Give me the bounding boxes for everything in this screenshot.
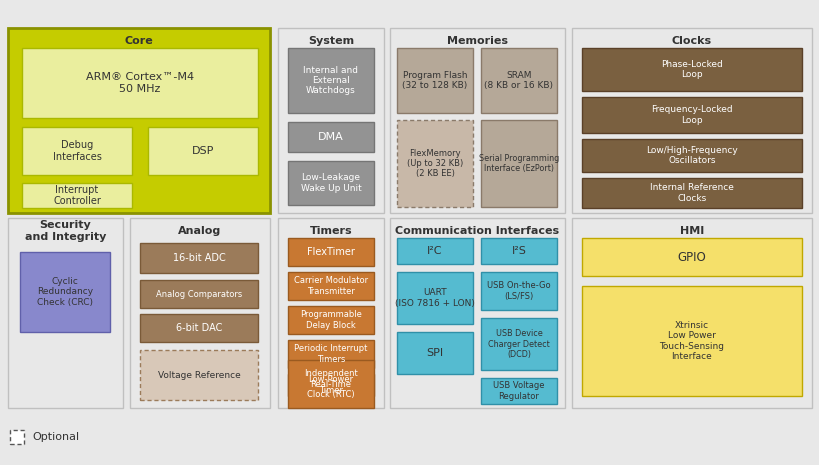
FancyBboxPatch shape [581,178,801,208]
FancyBboxPatch shape [396,48,473,113]
Text: System: System [308,36,354,46]
FancyBboxPatch shape [140,280,258,308]
Text: Low-Power
Timer: Low-Power Timer [308,375,353,395]
Text: ARM® Cortex™-M4
50 MHz: ARM® Cortex™-M4 50 MHz [86,72,194,94]
FancyBboxPatch shape [147,127,258,175]
Text: I²C: I²C [427,246,442,256]
Text: Analog Comparators: Analog Comparators [156,290,242,299]
Text: USB Voltage
Regulator: USB Voltage Regulator [493,381,544,401]
Text: Internal Reference
Clocks: Internal Reference Clocks [649,183,733,203]
FancyBboxPatch shape [390,218,564,408]
FancyBboxPatch shape [481,318,556,370]
Text: DMA: DMA [318,132,343,142]
FancyBboxPatch shape [130,218,269,408]
Text: Periodic Interrupt
Timers: Periodic Interrupt Timers [294,344,367,364]
FancyBboxPatch shape [572,28,811,213]
Text: 6-bit DAC: 6-bit DAC [175,323,222,333]
FancyBboxPatch shape [10,430,24,444]
Text: Communication Interfaces: Communication Interfaces [395,226,559,236]
Text: Frequency-Locked
Loop: Frequency-Locked Loop [650,105,732,125]
FancyBboxPatch shape [396,272,473,324]
FancyBboxPatch shape [396,332,473,374]
Text: Interrupt
Controller: Interrupt Controller [53,185,101,206]
Text: Phase-Locked
Loop: Phase-Locked Loop [660,60,722,79]
Text: Clocks: Clocks [671,36,711,46]
FancyBboxPatch shape [572,218,811,408]
FancyBboxPatch shape [278,218,383,408]
FancyBboxPatch shape [581,286,801,396]
Text: SPI: SPI [426,348,443,358]
FancyBboxPatch shape [287,374,373,396]
Text: USB On-the-Go
(LS/FS): USB On-the-Go (LS/FS) [486,281,550,301]
FancyBboxPatch shape [481,238,556,264]
FancyBboxPatch shape [287,340,373,368]
Text: HMI: HMI [679,226,704,236]
FancyBboxPatch shape [140,314,258,342]
FancyBboxPatch shape [287,48,373,113]
FancyBboxPatch shape [8,28,269,213]
Text: Low/High-Frequency
Oscillators: Low/High-Frequency Oscillators [645,146,737,165]
FancyBboxPatch shape [581,139,801,172]
Text: Serial Programming
Interface (EzPort): Serial Programming Interface (EzPort) [478,154,559,173]
Text: FlexTimer: FlexTimer [306,247,355,257]
FancyBboxPatch shape [287,161,373,205]
FancyBboxPatch shape [20,252,110,332]
FancyBboxPatch shape [481,120,556,207]
FancyBboxPatch shape [22,127,132,175]
Text: SRAM
(8 KB or 16 KB): SRAM (8 KB or 16 KB) [484,71,553,90]
Text: Low-Leakage
Wake Up Unit: Low-Leakage Wake Up Unit [301,173,361,193]
Text: Optional: Optional [32,432,79,442]
FancyBboxPatch shape [396,120,473,207]
Text: 16-bit ADC: 16-bit ADC [173,253,225,263]
FancyBboxPatch shape [287,122,373,152]
FancyBboxPatch shape [581,97,801,133]
FancyBboxPatch shape [481,48,556,113]
FancyBboxPatch shape [287,306,373,334]
FancyBboxPatch shape [278,28,383,213]
FancyBboxPatch shape [8,218,123,408]
Text: Xtrinsic
Low Power
Touch-Sensing
Interface: Xtrinsic Low Power Touch-Sensing Interfa… [658,321,724,361]
Text: Core: Core [124,36,153,46]
FancyBboxPatch shape [140,243,258,273]
FancyBboxPatch shape [140,350,258,400]
Text: UART
(ISO 7816 + LON): UART (ISO 7816 + LON) [395,288,474,308]
Text: Internal and
External
Watchdogs: Internal and External Watchdogs [303,66,358,95]
Text: Timers: Timers [310,226,352,236]
FancyBboxPatch shape [581,48,801,91]
FancyBboxPatch shape [22,183,132,208]
Text: GPIO: GPIO [676,251,705,264]
FancyBboxPatch shape [287,272,373,300]
FancyBboxPatch shape [481,378,556,404]
Text: I²S: I²S [511,246,526,256]
FancyBboxPatch shape [22,48,258,118]
Text: USB Device
Charger Detect
(DCD): USB Device Charger Detect (DCD) [487,329,550,359]
FancyBboxPatch shape [287,238,373,266]
FancyBboxPatch shape [396,238,473,264]
Text: FlexMemory
(Up to 32 KB)
(2 KB EE): FlexMemory (Up to 32 KB) (2 KB EE) [406,149,463,179]
Text: Analog: Analog [179,226,221,236]
FancyBboxPatch shape [287,360,373,408]
Text: Memories: Memories [446,36,508,46]
Text: Programmable
Delay Block: Programmable Delay Block [300,310,361,330]
Text: Voltage Reference: Voltage Reference [157,371,240,379]
Text: Independent
Real-Time
Clock (RTC): Independent Real-Time Clock (RTC) [304,369,357,399]
FancyBboxPatch shape [581,238,801,276]
Text: Debug
Interfaces: Debug Interfaces [52,140,102,162]
Text: Cyclic
Redundancy
Check (CRC): Cyclic Redundancy Check (CRC) [37,277,93,307]
Text: DSP: DSP [192,146,214,156]
Text: Program Flash
(32 to 128 KB): Program Flash (32 to 128 KB) [402,71,467,90]
Text: Carrier Modulator
Transmitter: Carrier Modulator Transmitter [293,276,368,296]
FancyBboxPatch shape [390,28,564,213]
FancyBboxPatch shape [481,272,556,310]
Text: Security
and Integrity: Security and Integrity [25,220,106,242]
